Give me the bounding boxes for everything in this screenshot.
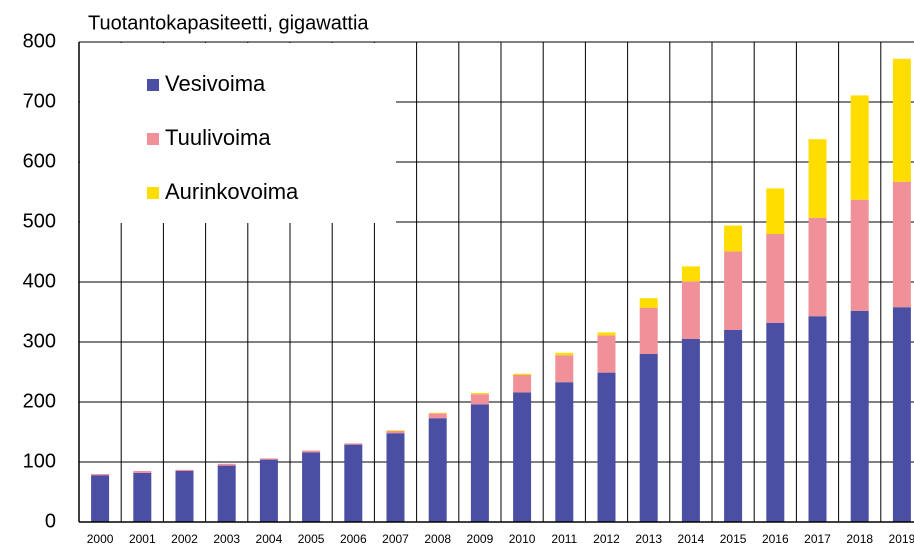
bar-segment	[681, 266, 700, 282]
bar-segment	[133, 472, 152, 522]
x-tick-label: 2004	[256, 532, 283, 546]
bar-segment	[470, 394, 489, 405]
bar-segment	[766, 322, 785, 522]
bar-segment	[470, 404, 489, 522]
x-tick-label: 2001	[129, 532, 156, 546]
bar-segment	[513, 375, 532, 393]
x-tick-label: 2007	[382, 532, 409, 546]
x-tick-label: 2018	[846, 532, 873, 546]
y-tick-label: 100	[23, 450, 56, 472]
bar-segment	[470, 393, 489, 395]
x-tick-label: 2017	[804, 532, 831, 546]
bar-segment	[386, 433, 405, 522]
bar-segment	[808, 139, 827, 218]
bar-segment	[133, 471, 152, 473]
bar-segment	[217, 465, 236, 522]
x-tick-label: 2011	[551, 532, 577, 546]
bar-segment	[428, 413, 447, 419]
y-tick-label: 500	[23, 210, 56, 232]
bar-segment	[724, 251, 743, 330]
bar-segment	[597, 372, 616, 522]
x-tick-label: 2014	[678, 532, 705, 546]
bar-segment	[91, 474, 110, 476]
x-tick-label: 2016	[762, 532, 789, 546]
bar-segment	[513, 373, 532, 375]
legend	[80, 43, 396, 223]
x-tick-label: 2015	[720, 532, 747, 546]
legend-swatch	[147, 187, 159, 199]
bar-segment	[850, 310, 869, 522]
x-tick-label: 2008	[424, 532, 451, 546]
bar-segment	[681, 281, 700, 339]
bar-segment	[766, 234, 785, 323]
legend-swatch	[147, 79, 159, 91]
bar-segment	[766, 188, 785, 234]
chart-title: Tuotantokapasiteetti, gigawattia	[88, 12, 369, 34]
bar-segment	[513, 392, 532, 522]
y-tick-label: 0	[45, 510, 56, 532]
bar-segment	[724, 225, 743, 252]
bar-segment	[344, 444, 363, 522]
bar-segment	[175, 469, 194, 471]
bar-segment	[597, 332, 616, 336]
bar-segment	[724, 330, 743, 522]
bar-segment	[555, 382, 574, 522]
bar-segment	[259, 459, 278, 522]
bar-segment	[259, 458, 278, 460]
bar-segment	[428, 412, 447, 414]
bar-segment	[808, 217, 827, 317]
x-tick-label: 2019	[889, 532, 914, 546]
bar-segment	[892, 181, 911, 308]
x-tick-label: 2006	[340, 532, 367, 546]
legend-swatch	[147, 133, 159, 145]
y-tick-label: 600	[23, 150, 56, 172]
bar-segment	[302, 450, 321, 453]
x-tick-label: 2003	[213, 532, 240, 546]
x-tick-label: 2005	[298, 532, 325, 546]
bar-segment	[302, 452, 321, 522]
bar-segment	[892, 58, 911, 182]
bar-segment	[344, 443, 363, 445]
y-tick-label: 200	[23, 390, 56, 412]
bar-segment	[597, 335, 616, 373]
x-tick-label: 2012	[593, 532, 620, 546]
bar-segment	[386, 430, 405, 431]
x-tick-label: 2000	[87, 532, 114, 546]
legend-label: Aurinkovoima	[165, 179, 299, 204]
bar-segment	[850, 199, 869, 311]
bar-segment	[639, 354, 658, 522]
bar-segment	[555, 355, 574, 383]
bar-segment	[428, 418, 447, 522]
bar-segment	[850, 95, 869, 200]
x-tick-label: 2009	[467, 532, 494, 546]
legend-label: Vesivoima	[165, 71, 266, 96]
bar-segment	[175, 471, 194, 522]
bar-segment	[217, 463, 236, 466]
x-tick-label: 2010	[509, 532, 536, 546]
bar-segment	[91, 475, 110, 522]
bar-segment	[681, 339, 700, 522]
y-tick-label: 400	[23, 270, 56, 292]
bar-segment	[808, 316, 827, 522]
bar-segment	[892, 307, 911, 522]
bar-segment	[555, 352, 574, 356]
bar-segment	[639, 298, 658, 308]
bar-segment	[639, 307, 658, 354]
y-tick-label: 700	[23, 90, 56, 112]
y-tick-label: 800	[23, 30, 56, 52]
y-tick-label: 300	[23, 330, 56, 352]
x-tick-label: 2002	[171, 532, 198, 546]
x-tick-label: 2013	[635, 532, 662, 546]
legend-label: Tuulivoima	[165, 125, 271, 150]
bar-segment	[386, 430, 405, 434]
